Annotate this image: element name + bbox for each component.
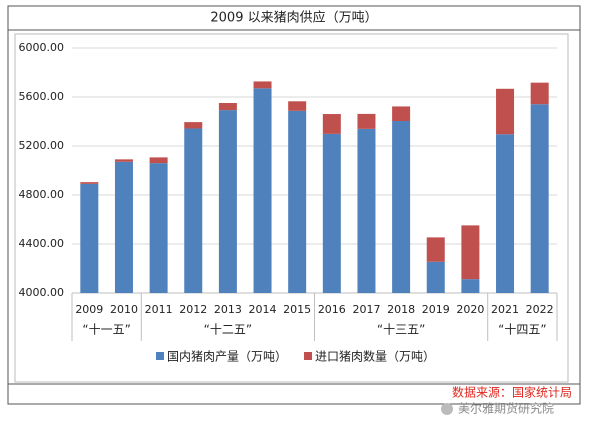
- x-tick-label: 2021: [491, 303, 519, 316]
- plot-frame: [14, 33, 569, 383]
- legend-swatch: [156, 352, 164, 360]
- bar-segment: [114, 161, 133, 293]
- bar-segment: [496, 134, 515, 293]
- bar-segment: [530, 82, 549, 105]
- bar-segment: [218, 103, 237, 111]
- watermark-icon: [441, 403, 453, 415]
- y-tick-label: 6000.00: [19, 41, 65, 54]
- bar-segment: [80, 183, 99, 293]
- x-tick-label: 2016: [318, 303, 346, 316]
- outer-frame: [7, 5, 581, 405]
- x-tick-label: 2013: [214, 303, 242, 316]
- bar-segment: [496, 88, 515, 135]
- bar-segment: [357, 128, 376, 293]
- y-tick-label: 4800.00: [19, 188, 65, 201]
- bar-segment: [253, 88, 272, 294]
- bar-segment: [114, 159, 133, 162]
- x-tick-label: 2009: [75, 303, 103, 316]
- source-note: 数据来源：国家统计局: [452, 385, 572, 400]
- legend-label: 国内猪肉产量（万吨）: [167, 350, 287, 364]
- y-tick-label: 4400.00: [19, 237, 65, 250]
- y-tick-label: 5200.00: [19, 139, 65, 152]
- bar-segment: [149, 163, 168, 293]
- bar-segment: [80, 182, 99, 184]
- group-label: “十一五”: [82, 323, 130, 337]
- x-tick-label: 2010: [110, 303, 138, 316]
- bar-segment: [253, 81, 272, 89]
- bar-segment: [288, 101, 307, 111]
- bar-segment: [357, 113, 376, 129]
- watermark: 美尔雅期货研究院: [458, 401, 554, 416]
- x-tick-label: 2015: [283, 303, 311, 316]
- x-tick-label: 2011: [145, 303, 173, 316]
- bar-segment: [322, 114, 341, 134]
- bar-segment: [322, 133, 341, 293]
- bar-segment: [288, 110, 307, 293]
- group-label: “十二五”: [204, 323, 252, 337]
- group-label: “十四五”: [498, 323, 546, 337]
- bar-segment: [530, 104, 549, 293]
- x-tick-label: 2017: [352, 303, 380, 316]
- x-tick-label: 2020: [456, 303, 484, 316]
- bar-segment: [392, 106, 411, 122]
- bar-segment: [461, 225, 480, 280]
- legend-swatch: [304, 352, 313, 360]
- x-tick-label: 2012: [179, 303, 207, 316]
- group-label: “十三五”: [377, 323, 425, 337]
- x-tick-label: 2019: [422, 303, 450, 316]
- bar-segment: [218, 110, 237, 293]
- bar-segment: [184, 122, 203, 129]
- x-tick-label: 2014: [249, 303, 277, 316]
- legend-label: 进口猪肉数量（万吨）: [315, 349, 435, 364]
- bar-segment: [426, 261, 445, 293]
- bar-segment: [392, 121, 411, 293]
- bar-segment: [184, 128, 203, 293]
- y-tick-label: 4000.00: [19, 286, 65, 299]
- bar-segment: [149, 157, 168, 164]
- x-tick-label: 2022: [526, 303, 554, 316]
- bar-segment: [426, 237, 445, 262]
- x-tick-label: 2018: [387, 303, 415, 316]
- chart-title: 2009 以来猪肉供应（万吨）: [210, 10, 377, 26]
- bar-segment: [461, 279, 480, 293]
- y-tick-label: 5600.00: [19, 90, 65, 103]
